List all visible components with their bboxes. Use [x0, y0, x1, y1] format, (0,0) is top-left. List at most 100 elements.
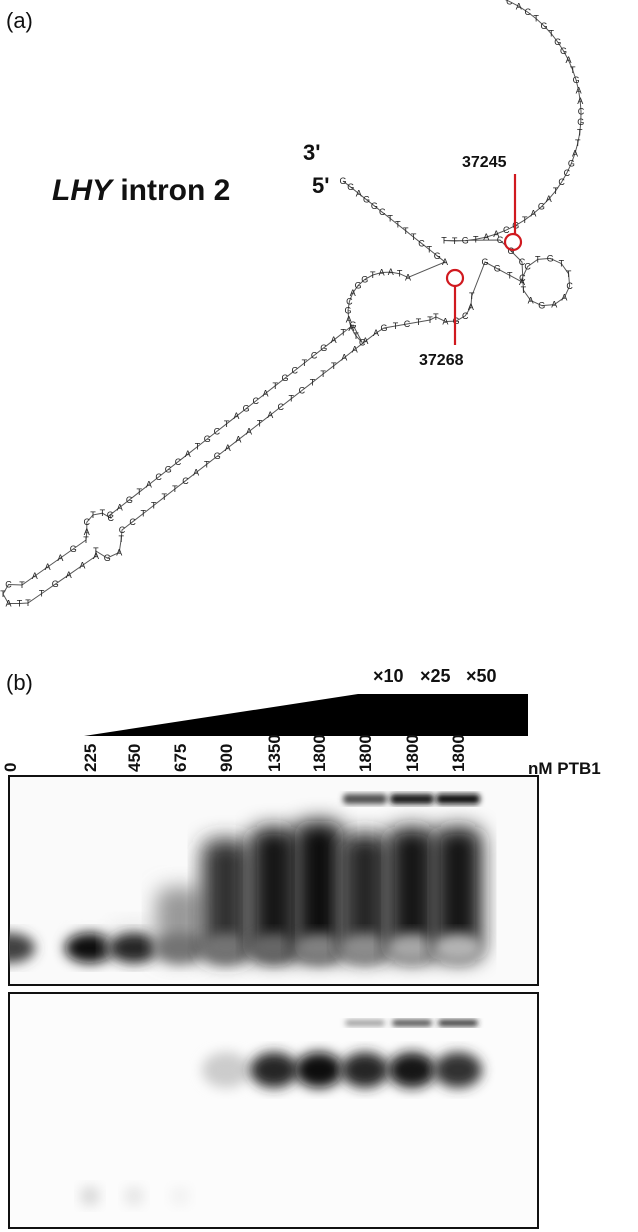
nucleotide: T [397, 269, 403, 279]
nucleotide: C [299, 386, 306, 396]
nucleotide: C [84, 517, 91, 527]
nucleotide: C [129, 517, 136, 527]
nucleotide: A [348, 323, 354, 333]
nucleotide: A [246, 427, 252, 437]
nucleotide: T [257, 418, 263, 428]
nucleotide: A [346, 315, 352, 325]
nucleotide: G [434, 251, 441, 261]
nucleotide: C [311, 350, 318, 360]
nucleotide: T [172, 484, 178, 494]
nucleotide: T [387, 213, 393, 223]
nucleotide: C [524, 262, 531, 272]
competitor-label: ×50 [466, 666, 497, 686]
nucleotide: G [462, 236, 469, 246]
nucleotide: C [253, 396, 260, 406]
nucleotide: A [84, 527, 90, 537]
nucleotide: G [554, 37, 561, 47]
nucleotide: A [551, 300, 557, 310]
nucleotide: A [530, 209, 536, 219]
nucleotide: G [355, 281, 362, 291]
nucleotide: T [289, 394, 295, 404]
nucleotide: G [214, 451, 221, 461]
nucleotide: A [493, 229, 499, 239]
upper-gel [8, 775, 539, 986]
nucleotide: T [204, 459, 210, 469]
nucleotide: G [540, 21, 547, 31]
nucleotide: A [577, 96, 583, 106]
complex-smear [250, 827, 298, 960]
free-probe-band [340, 933, 390, 963]
lane-label: 1350 [265, 734, 284, 772]
nucleotide: A [519, 277, 525, 287]
nucleotide: A [516, 1, 522, 11]
nucleotide: A [442, 317, 448, 327]
nucleotide: C [506, 0, 513, 6]
nucleotide: C [5, 580, 12, 590]
nucleotide: A [565, 55, 571, 65]
nucleotide: T [570, 65, 576, 75]
nucleotide: G [494, 264, 501, 274]
nucleotide: T [100, 508, 106, 518]
lower-gel-bands [80, 1020, 482, 1206]
nucleotide: C [291, 366, 298, 376]
competitor-label: ×10 [373, 666, 404, 686]
nucleotide: T [162, 492, 168, 502]
nucleotide: T [302, 358, 308, 368]
gene-name: LHY [52, 174, 115, 207]
free-probe-band [249, 933, 299, 963]
well-band [343, 794, 387, 804]
nucleotide: T [25, 598, 31, 608]
lane-label: 1800 [310, 734, 329, 772]
complex-band [170, 1186, 190, 1206]
lower-gel-frame [8, 992, 539, 1229]
lane-label: 1800 [356, 734, 375, 772]
lane-label: 1800 [449, 734, 468, 772]
nucleotide: T [17, 599, 23, 609]
well-band [438, 1020, 478, 1026]
free-probe-band [294, 933, 344, 963]
complex-band [80, 1186, 100, 1206]
nucleotide: C [524, 7, 531, 17]
nucleotide: G [538, 301, 545, 311]
nucleotide: T [140, 509, 146, 519]
nucleotide: A [572, 148, 578, 158]
nucleotide: C [155, 472, 162, 482]
nucleotide: T [521, 285, 527, 295]
nucleotide: C [519, 257, 526, 267]
nucleotide: A [193, 468, 199, 478]
site-37245-circle [503, 232, 523, 252]
rna-backbone-path [2, 0, 582, 604]
nucleotide: C [564, 168, 571, 178]
complex-band [341, 1052, 389, 1088]
panel-b-letter: (b) [6, 670, 33, 695]
nucleotide: C [519, 273, 526, 283]
nucleotide: C [404, 319, 411, 329]
nucleotide: G [380, 323, 387, 333]
complex-smear [295, 821, 343, 960]
nucleotide: T [553, 186, 559, 196]
nucleotide: G [371, 201, 378, 211]
nucleotide: G [481, 257, 488, 267]
three-prime-label: 3' [303, 140, 320, 165]
complex-smear [341, 833, 389, 960]
nucleotide: A [362, 336, 368, 346]
well-band [392, 1020, 432, 1026]
nucleotide: T [151, 500, 157, 510]
site-37245-marker: 37245 [462, 154, 523, 252]
nucleotide: A [93, 551, 99, 561]
competitor-labels: ×10 ×25 ×50 [373, 666, 497, 686]
nucleotide: T [559, 259, 565, 269]
complex-band [295, 1052, 343, 1088]
nucleotide: T [195, 442, 201, 452]
nucleotide: G [347, 182, 354, 192]
nucleotide: T [393, 321, 399, 331]
nucleotide: C [278, 402, 285, 412]
nucleotide: A [331, 335, 337, 345]
lane-label: 225 [81, 744, 100, 772]
site-37245-label: 37245 [462, 154, 507, 171]
nucleotide: A [57, 553, 63, 563]
well-band [436, 794, 480, 804]
nucleotide: A [66, 570, 72, 580]
lane-labels: 0 225 450 675 900 1350 1800 1800 1800 1800 [1, 734, 468, 772]
free-probe-band [9, 933, 35, 963]
